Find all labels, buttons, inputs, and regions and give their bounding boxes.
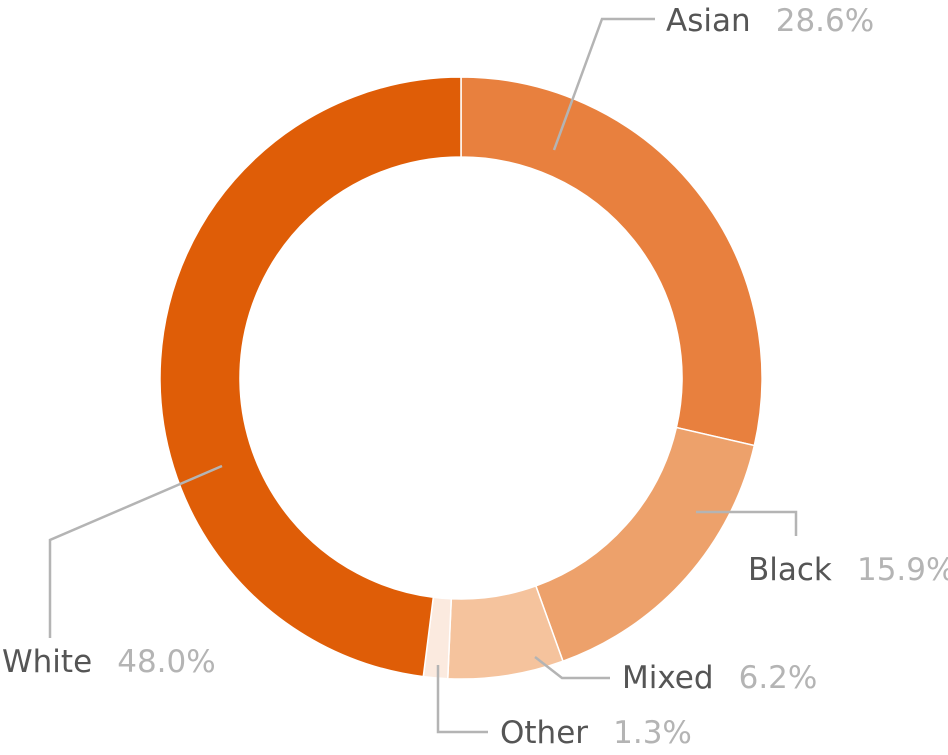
slice-name-black: Black xyxy=(748,552,832,588)
label-other: Other 1.3% xyxy=(436,665,692,751)
slice-label-black: Black 15.9% xyxy=(748,552,948,588)
slice-value-asian: 28.6% xyxy=(776,3,874,39)
slice-asian xyxy=(460,76,763,447)
slice-value-white: 48.0% xyxy=(117,644,215,680)
label-mixed: Mixed 6.2% xyxy=(534,656,817,696)
slice-name-white: White xyxy=(2,644,92,680)
leader-line-white xyxy=(48,464,223,638)
label-black: Black 15.9% xyxy=(696,510,948,588)
slice-label-other: Other 1.3% xyxy=(500,715,692,751)
leader-line-mixed xyxy=(534,656,610,680)
slice-black xyxy=(534,426,756,663)
slice-white xyxy=(159,76,462,678)
slice-value-black: 15.9% xyxy=(857,552,948,588)
slice-name-asian: Asian xyxy=(666,3,751,39)
label-asian: Asian 28.6% xyxy=(552,3,874,151)
label-white: White 48.0% xyxy=(2,464,223,680)
leader-line-asian xyxy=(552,17,655,151)
donut-slices xyxy=(159,76,763,680)
slice-value-mixed: 6.2% xyxy=(739,660,818,696)
slice-value-other: 1.3% xyxy=(613,715,692,751)
slice-label-asian: Asian 28.6% xyxy=(666,3,874,39)
leader-line-black xyxy=(696,510,798,536)
leader-line-other xyxy=(436,665,488,734)
slice-label-white: White 48.0% xyxy=(2,644,216,680)
slice-name-other: Other xyxy=(500,715,588,751)
slice-name-mixed: Mixed xyxy=(622,660,714,696)
slice-label-mixed: Mixed 6.2% xyxy=(622,660,817,696)
